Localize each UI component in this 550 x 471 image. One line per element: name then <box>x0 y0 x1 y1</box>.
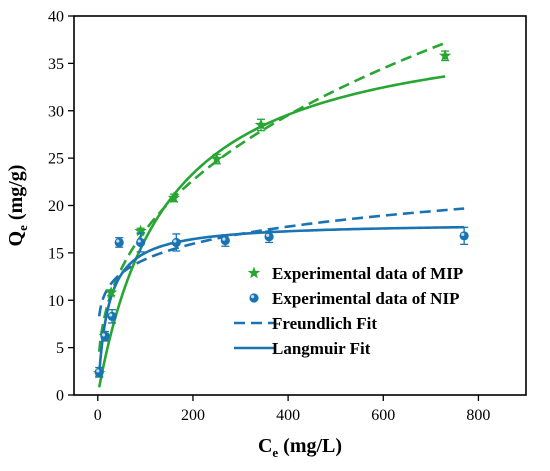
y-tick-label: 10 <box>48 293 64 310</box>
legend: Experimental data of MIP Experimental dat… <box>234 264 463 358</box>
legend-item: Experimental data of NIP <box>249 289 459 308</box>
nip-data-point <box>107 311 117 321</box>
x-tick-label: 600 <box>371 407 395 424</box>
nip-data-point <box>264 232 274 242</box>
legend-item: Freundlich Fit <box>234 314 377 333</box>
legend-item: Langmuir Fit <box>234 339 371 358</box>
nip-data-point <box>171 237 181 248</box>
nip-data-point <box>136 237 146 248</box>
y-tick-label: 30 <box>48 103 64 120</box>
y-tick-label: 0 <box>56 388 64 405</box>
nip-data-point <box>114 237 124 248</box>
legend-label: Experimental data of NIP <box>272 289 459 308</box>
legend-item: Experimental data of MIP <box>247 264 463 283</box>
y-tick-label: 5 <box>56 340 64 357</box>
fit-curves <box>97 41 465 388</box>
x-tick-label: 400 <box>276 407 300 424</box>
x-tick-label: 0 <box>94 407 102 424</box>
mip-data-point <box>104 286 118 298</box>
legend-label: Experimental data of MIP <box>272 264 463 283</box>
x-axis-title: Ce (mg/L) <box>258 435 342 460</box>
mip-data-point <box>167 191 181 204</box>
x-tick-label: 800 <box>466 407 490 424</box>
mip-data-point <box>254 118 268 131</box>
nip-data-point <box>100 331 110 341</box>
nip-data-point <box>220 235 230 246</box>
y-tick-label: 35 <box>48 56 64 73</box>
data-points <box>93 49 469 379</box>
mip-data-point <box>210 152 223 165</box>
y-tick-label: 20 <box>48 198 64 215</box>
langmuir-fit-curve <box>97 75 446 388</box>
nip-data-point <box>94 367 104 377</box>
mip-data-point <box>134 224 147 237</box>
legend-star-marker <box>247 266 261 279</box>
y-axis-title: Qe (mg/g) <box>5 165 30 247</box>
freundlich-fit-curve <box>97 207 465 317</box>
freundlich-fit-curve <box>97 41 446 352</box>
nip-data-point <box>459 231 469 241</box>
y-tick-label: 25 <box>48 151 64 168</box>
legend-label: Freundlich Fit <box>272 314 377 333</box>
y-tick-label: 15 <box>48 245 64 262</box>
legend-label: Langmuir Fit <box>272 339 371 358</box>
x-tick-label: 200 <box>181 407 205 424</box>
legend-circle-marker <box>249 293 259 303</box>
mip-data-point <box>438 49 452 62</box>
y-tick-label: 40 <box>48 9 64 26</box>
axes: 0 200 400 600 800 0 5 10 15 20 25 30 35 40 Ce (mg/L) Qe… <box>5 9 527 460</box>
